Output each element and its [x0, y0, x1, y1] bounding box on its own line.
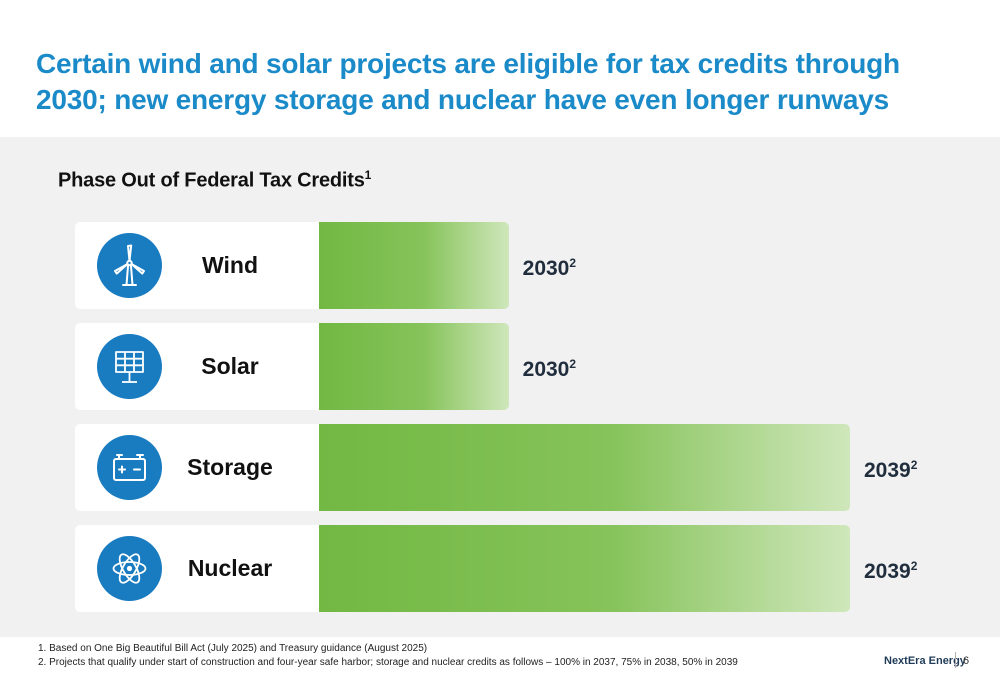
- value-text: 2039: [864, 459, 911, 482]
- value-label-wind: 20302: [523, 256, 576, 281]
- value-label-solar: 20302: [523, 357, 576, 382]
- category-label: Storage: [187, 454, 273, 480]
- chart-title: Phase Out of Federal Tax Credits1: [58, 168, 371, 193]
- value-text: 2030: [522, 358, 570, 381]
- bar-wind: [319, 222, 509, 309]
- value-footnote: 2: [910, 559, 918, 573]
- category-label: Solar: [201, 353, 259, 379]
- chart-title-text: Phase Out of Federal Tax Credits: [58, 169, 365, 192]
- category-label: Wind: [202, 252, 258, 278]
- solar-panel-icon: [97, 334, 162, 399]
- brand-logo-text: NextEra Energy: [884, 655, 966, 667]
- footer-divider: [955, 652, 956, 668]
- footnote-1: 1. Based on One Big Beautiful Bill Act (…: [38, 643, 428, 654]
- value-footnote: 2: [569, 256, 577, 270]
- slide-title: Certain wind and solar projects are elig…: [36, 48, 900, 115]
- value-label-nuclear: 20392: [864, 559, 917, 584]
- wind-turbine-icon: [97, 233, 162, 298]
- value-footnote: 2: [569, 357, 577, 371]
- value-label-storage: 20392: [864, 458, 917, 483]
- bar-storage: [319, 424, 850, 511]
- page-number: 6: [963, 655, 970, 667]
- footnotes: 1. Based on One Big Beautiful Bill Act (…: [38, 642, 738, 670]
- bar-nuclear: [319, 525, 850, 612]
- chart-title-footnote: 1: [364, 168, 372, 182]
- category-label: Nuclear: [187, 555, 273, 581]
- value-footnote: 2: [910, 458, 918, 472]
- value-text: 2039: [864, 560, 911, 583]
- battery-icon: [97, 435, 162, 500]
- footnote-2: 2. Projects that qualify under start of …: [38, 657, 738, 668]
- atom-icon: [97, 536, 162, 601]
- bar-solar: [319, 323, 509, 410]
- value-text: 2030: [522, 257, 570, 280]
